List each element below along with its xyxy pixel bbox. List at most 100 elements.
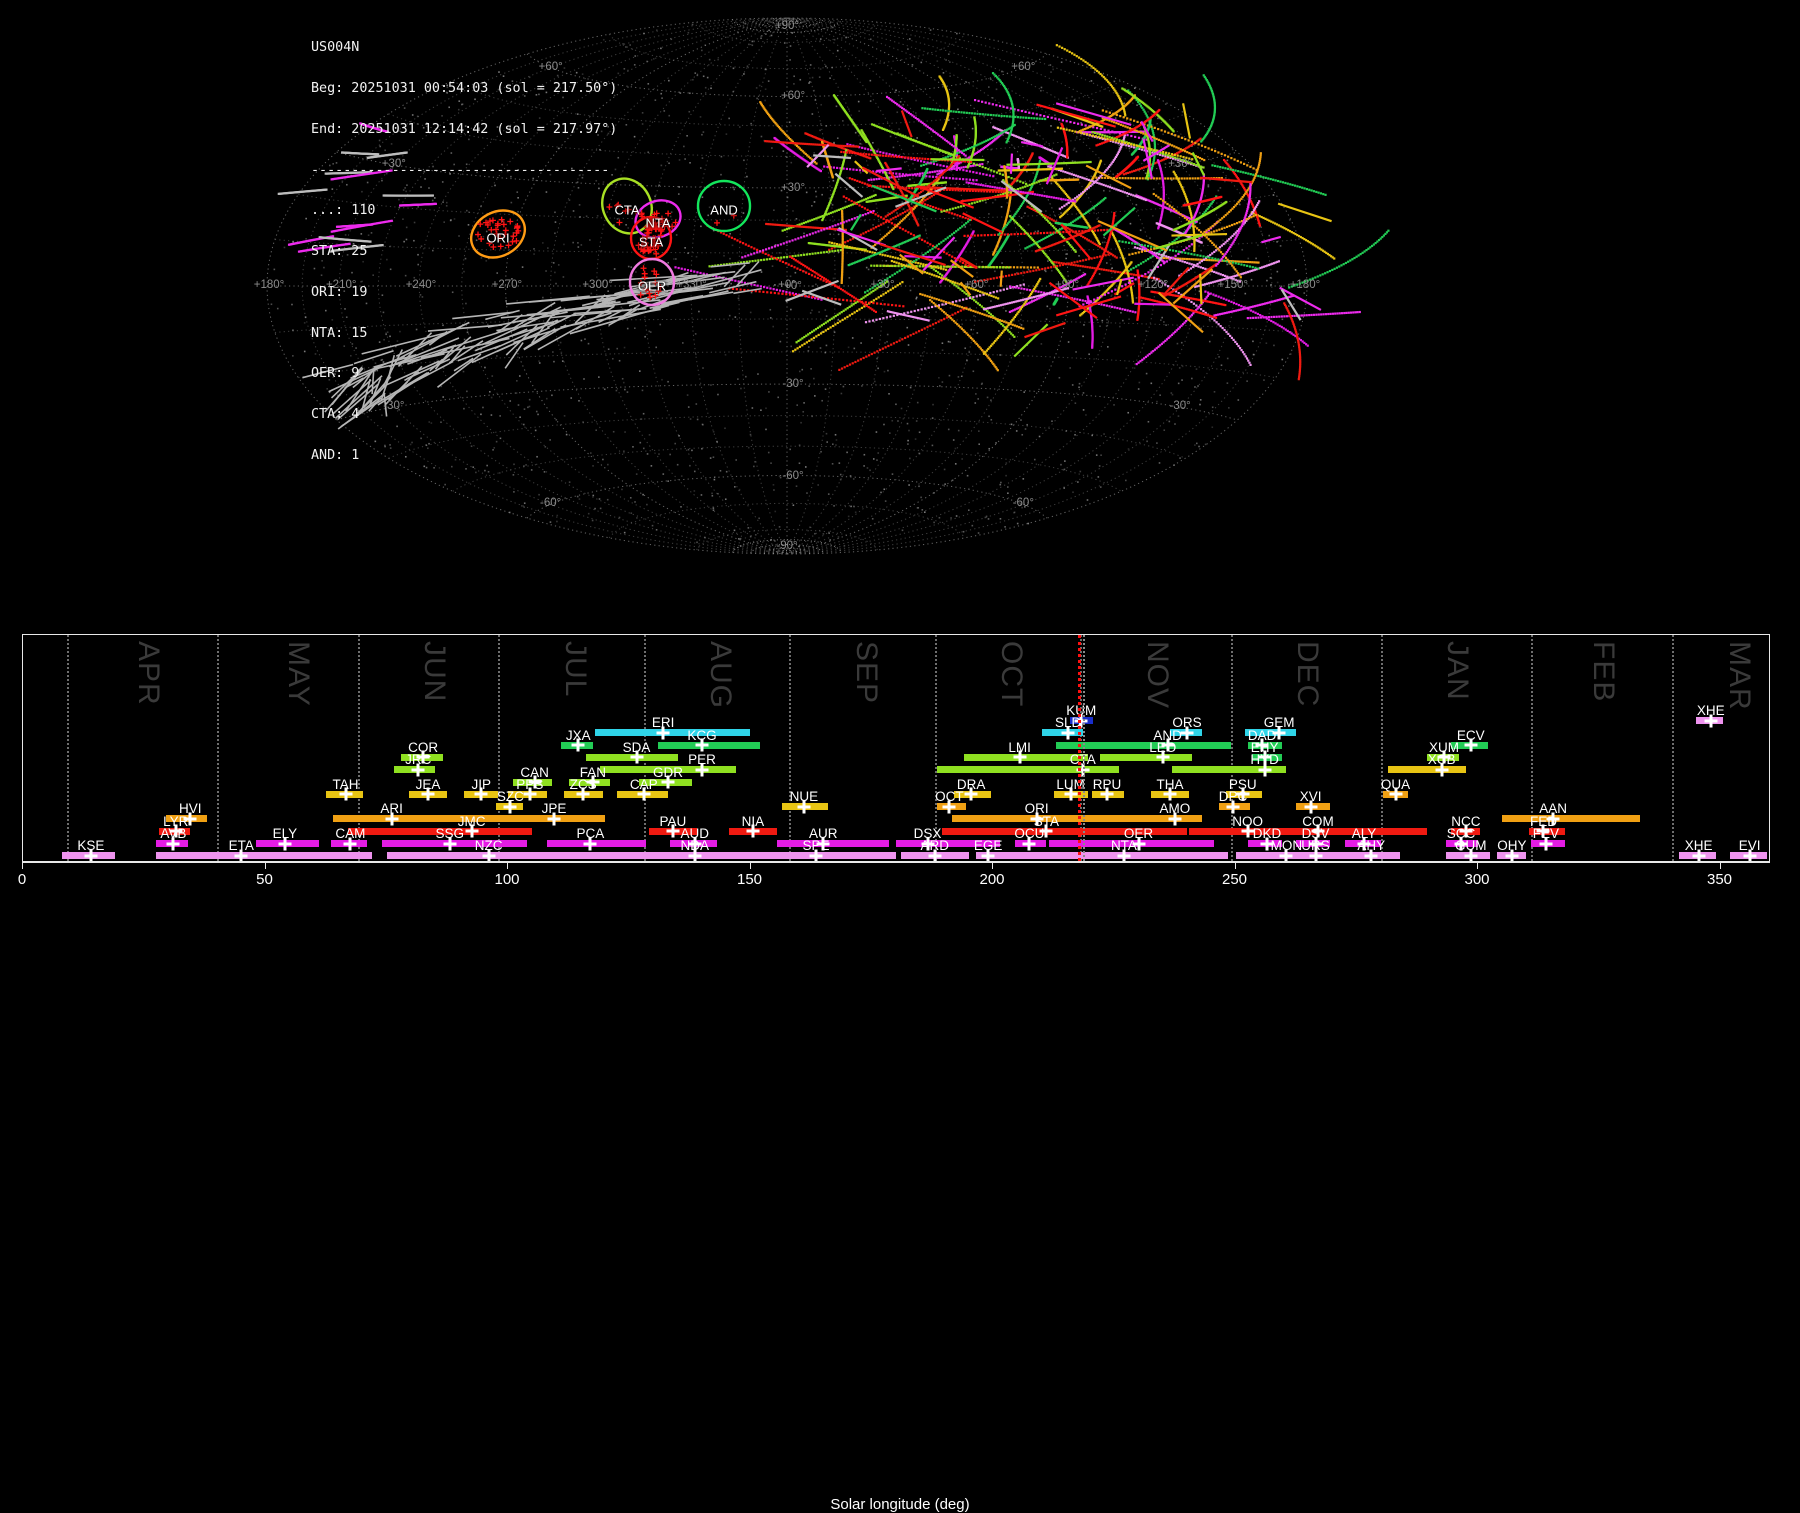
dec-tick-p30: +30° (781, 182, 805, 194)
shower-label-kse: KSE (77, 838, 104, 853)
ra-tick-p90: +90° (1055, 279, 1079, 291)
count-cta: CTA: 4 (311, 408, 617, 422)
shower-bar-jpe[interactable] (527, 815, 605, 822)
shower-label-gum: GUM (1455, 838, 1487, 853)
x-tick-label-100: 100 (494, 871, 519, 888)
shower-label-ecv: ECV (1457, 728, 1485, 743)
shower-label-cap: CAP (630, 777, 658, 792)
shower-label-xhe: XHE (1685, 838, 1713, 853)
shower-label-sda: SDA (623, 740, 651, 755)
dec-tick-m30: -30° (782, 378, 803, 390)
current-sol-gray-line (1083, 635, 1085, 861)
month-label-jun: JUN (417, 641, 451, 702)
x-tick (992, 863, 993, 869)
x-tick-label-50: 50 (256, 871, 273, 888)
shower-label-fev: FEV (1533, 826, 1559, 841)
month-label-nov: NOV (1140, 641, 1174, 709)
count-nta: NTA: 15 (311, 327, 617, 341)
shower-label-eri: ERI (652, 715, 675, 730)
shower-bar-kcg[interactable] (658, 742, 760, 749)
shower-bar-xcb[interactable] (1388, 766, 1466, 773)
station-id: US004N (311, 41, 617, 55)
x-tick-label-250: 250 (1222, 871, 1247, 888)
shower-bar-cta[interactable] (937, 766, 1119, 773)
month-gridline-sep (789, 635, 791, 861)
shower-bar-spe[interactable] (751, 852, 897, 859)
ra-tick-p150: +150° (1218, 279, 1249, 291)
ra-tick-p30: +30° (870, 279, 894, 291)
shower-label-ari: ARI (380, 801, 403, 816)
dec-sec-label: +30° (1168, 158, 1192, 170)
sky-map-canvas (0, 0, 1800, 622)
shower-label-leo: LEO (1149, 740, 1176, 755)
month-label-sep: SEP (849, 641, 883, 704)
shower-bar-amo[interactable] (1131, 815, 1201, 822)
month-gridline-apr (67, 635, 69, 861)
month-label-aug: AUG (703, 641, 737, 709)
current-sol-marker (1078, 635, 1081, 861)
ra-tick-p240: +240° (406, 279, 437, 291)
shower-label-qua: QUA (1381, 777, 1410, 792)
dec-sec-label: +60° (1011, 61, 1035, 73)
shower-label-evi: EVI (1739, 838, 1761, 853)
x-tick-label-200: 200 (979, 871, 1004, 888)
month-label-may: MAY (281, 641, 315, 707)
x-tick (1477, 863, 1478, 869)
shower-label-jip: JIP (472, 777, 492, 792)
x-tick (1720, 863, 1721, 869)
x-tick (750, 863, 751, 869)
dec-sec-label: -30° (1170, 400, 1191, 412)
shower-bar-aur[interactable] (777, 840, 889, 847)
month-label-oct: OCT (994, 641, 1028, 707)
dec-tick-p60: +60° (781, 90, 805, 102)
ra-tick-p120: +120° (1138, 279, 1169, 291)
shower-label-amo: AMO (1159, 801, 1190, 816)
shower-label-cam: CAM (335, 826, 365, 841)
month-label-mar: MAR (1722, 641, 1756, 711)
end-time: End: 20251031 12:14:42 (sol = 217.97°) (311, 123, 617, 137)
shower-bar-aan[interactable] (1502, 815, 1640, 822)
shower-bar-eri[interactable] (595, 729, 750, 736)
shower-bar-eta[interactable] (156, 852, 372, 859)
ra-tick-p300: +300° (582, 279, 613, 291)
x-tick-label-150: 150 (737, 871, 762, 888)
shower-label-ohy: OHY (1497, 838, 1526, 853)
radiant-label-and: AND (710, 203, 737, 218)
month-label-dec: DEC (1290, 641, 1324, 707)
x-tick-label-300: 300 (1464, 871, 1489, 888)
dec-sec-label: -60° (1013, 497, 1034, 509)
shower-label-xhe: XHE (1697, 703, 1725, 718)
x-tick (507, 863, 508, 869)
shower-label-ard: ARD (921, 838, 950, 853)
shower-label-jea: JEA (416, 777, 441, 792)
shower-label-jpe: JPE (542, 801, 567, 816)
shower-label-lmi: LMI (1008, 740, 1031, 755)
ra-tick-p210: +210° (326, 279, 357, 291)
shower-label-nzc: NZC (475, 838, 503, 853)
shower-label-ssg: SSG (436, 826, 465, 841)
count-oer: OER: 9 (311, 367, 617, 381)
shower-label-zcs: ZCS (570, 777, 597, 792)
ra-tick-p270: +270° (492, 279, 523, 291)
month-label-feb: FEB (1586, 641, 1620, 702)
radiant-label-oer: OER (638, 279, 666, 294)
radiant-label-nta: NTA (645, 216, 670, 231)
dec-tick-m60: -60° (782, 470, 803, 482)
shower-label-mon: MON (1271, 838, 1303, 853)
ra-tick-p180: +180° (254, 279, 285, 291)
shower-label-ely: ELY (273, 826, 298, 841)
shower-bar-nta[interactable] (1073, 852, 1228, 859)
count-ori: ORI: 19 (311, 286, 617, 300)
x-tick (1235, 863, 1236, 869)
dec-sec-label: +60° (539, 61, 563, 73)
shower-bar-com[interactable] (1262, 828, 1427, 835)
shower-bar-leo[interactable] (1100, 754, 1192, 761)
observation-info-block: US004N Beg: 20251031 00:54:03 (sol = 217… (311, 14, 617, 490)
shower-bar-nzc[interactable] (387, 852, 644, 859)
begin-time: Beg: 20251031 00:54:03 (sol = 217.50°) (311, 82, 617, 96)
shower-label-tah: TAH (333, 777, 359, 792)
shower-label-hyd: HYD (1250, 752, 1279, 767)
shower-label-nda: NDA (680, 838, 709, 853)
